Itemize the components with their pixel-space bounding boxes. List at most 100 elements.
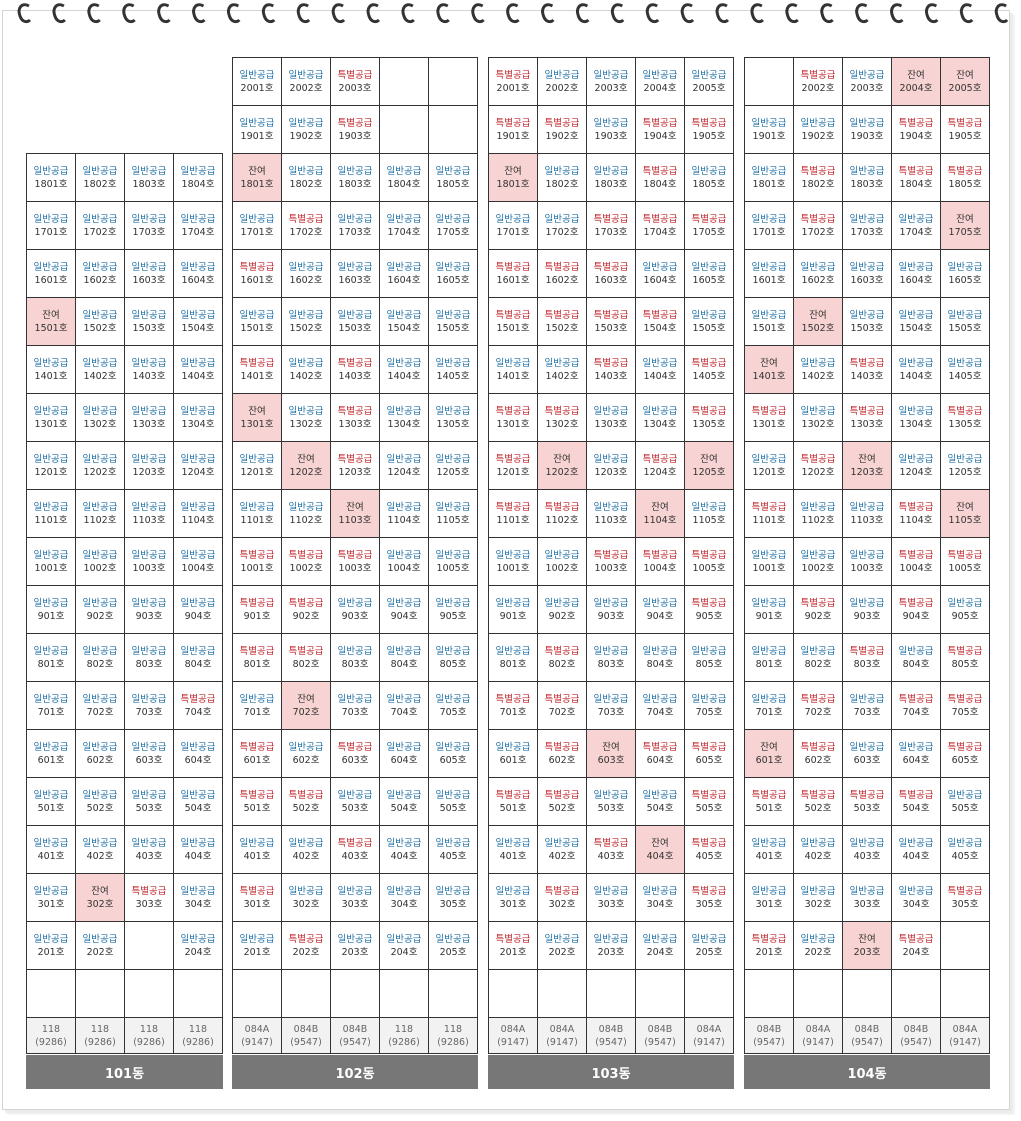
supply-type: 일반공급 <box>386 357 422 369</box>
unit-number: 204호 <box>390 946 418 958</box>
unit-number: 1802호 <box>801 178 835 190</box>
supply-type: 특별공급 <box>691 213 727 225</box>
unit-number: 502호 <box>86 802 114 814</box>
supply-type: 일반공급 <box>495 837 531 849</box>
unit-number: 503호 <box>597 802 625 814</box>
unit-cell: 일반공급 1405호 <box>428 345 478 394</box>
supply-type: 일반공급 <box>642 789 678 801</box>
supply-type: 특별공급 <box>239 357 275 369</box>
unit-cell: 일반공급 404호 <box>173 825 223 874</box>
unit-cell: 일반공급 1103호 <box>842 489 892 538</box>
unit-cell: 일반공급 1601호 <box>26 249 76 298</box>
unit-cell: 특별공급 1804호 <box>891 153 941 202</box>
unit-number: 504호 <box>902 802 930 814</box>
unit-number: 1303호 <box>850 418 884 430</box>
unit-cell: 일반공급 701호 <box>26 681 76 730</box>
supply-type: 일반공급 <box>898 213 934 225</box>
empty-cell <box>684 969 734 1018</box>
supply-type: 일반공급 <box>180 501 216 513</box>
supply-type: 특별공급 <box>544 261 580 273</box>
unit-number: 1402호 <box>289 370 323 382</box>
unit-cell: 일반공급 1701호 <box>26 201 76 250</box>
unit-number: 603호 <box>597 754 625 766</box>
supply-type: 일반공급 <box>180 165 216 177</box>
unit-number: 1905호 <box>692 130 726 142</box>
unit-cell: 일반공급 1004호 <box>173 537 223 586</box>
unit-cell: 일반공급 203호 <box>330 921 380 970</box>
unit-number: 1304호 <box>899 418 933 430</box>
supply-type: 일반공급 <box>337 213 373 225</box>
supply-type: 일반공급 <box>239 693 275 705</box>
type-size: 084B <box>647 1023 673 1035</box>
unit-number: 501호 <box>755 802 783 814</box>
unit-number: 1302호 <box>83 418 117 430</box>
unit-cell: 잔여 1301호 <box>232 393 282 442</box>
unit-number: 303호 <box>341 898 369 910</box>
unit-cell: 특별공급 1303호 <box>842 393 892 442</box>
unit-number: 601호 <box>755 754 783 766</box>
unit-cell: 일반공급 1104호 <box>379 489 429 538</box>
unit-number: 902호 <box>86 610 114 622</box>
unit-number: 1902호 <box>801 130 835 142</box>
unit-cell: 일반공급 903호 <box>586 585 636 634</box>
supply-type: 일반공급 <box>82 597 118 609</box>
unit-number: 1105호 <box>436 514 470 526</box>
unit-number: 1704호 <box>643 226 677 238</box>
unit-number: 202호 <box>292 946 320 958</box>
unit-cell: 특별공급 1003호 <box>330 537 380 586</box>
unit-number: 1103호 <box>850 514 884 526</box>
unit-cell: 특별공급 605호 <box>940 729 990 778</box>
unit-number: 603호 <box>341 754 369 766</box>
supply-type: 일반공급 <box>239 69 275 81</box>
unit-number: 704호 <box>390 706 418 718</box>
unit-cell <box>379 57 429 106</box>
ring <box>959 3 974 24</box>
unit-number: 504호 <box>390 802 418 814</box>
supply-type: 특별공급 <box>495 789 531 801</box>
supply-type: 일반공급 <box>288 885 324 897</box>
unit-number: 1204호 <box>387 466 421 478</box>
unit-cell: 잔여 302호 <box>75 873 125 922</box>
unit-cell: 특별공급 1005호 <box>684 537 734 586</box>
unit-cell: 일반공급 903호 <box>842 585 892 634</box>
unit-number: 1304호 <box>181 418 215 430</box>
ring <box>750 3 764 24</box>
supply-type: 일반공급 <box>593 933 629 945</box>
unit-cell: 특별공급 1302호 <box>537 393 587 442</box>
unit-cell: 일반공급 705호 <box>684 681 734 730</box>
unit-cell: 일반공급 702호 <box>75 681 125 730</box>
unit-number: 1602호 <box>289 274 323 286</box>
unit-cell: 일반공급 302호 <box>793 873 843 922</box>
unit-cell: 특별공급 1903호 <box>330 105 380 154</box>
unit-type: 118 (9286) <box>75 1017 125 1054</box>
unit-number: 1702호 <box>83 226 117 238</box>
unit-cell: 일반공급 603호 <box>842 729 892 778</box>
empty-cell <box>281 969 331 1018</box>
supply-type: 일반공급 <box>82 741 118 753</box>
unit-number: 1302호 <box>289 418 323 430</box>
unit-number: 1805호 <box>692 178 726 190</box>
unit-number: 803호 <box>135 658 163 670</box>
supply-type: 일반공급 <box>642 597 678 609</box>
unit-number: 802호 <box>548 658 576 670</box>
unit-number: 1504호 <box>181 322 215 334</box>
supply-type: 일반공급 <box>751 597 787 609</box>
supply-type: 특별공급 <box>898 597 934 609</box>
unit-cell: 일반공급 1502호 <box>75 297 125 346</box>
supply-type: 일반공급 <box>239 309 275 321</box>
supply-type: 일반공급 <box>751 549 787 561</box>
supply-type: 특별공급 <box>337 357 373 369</box>
empty-cell <box>842 969 892 1018</box>
unit-number: 1104호 <box>181 514 215 526</box>
unit-cell: 특별공급 1802호 <box>793 153 843 202</box>
supply-type: 특별공급 <box>642 549 678 561</box>
supply-type: 일반공급 <box>337 261 373 273</box>
supply-type: 특별공급 <box>495 405 531 417</box>
unit-number: 503호 <box>853 802 881 814</box>
unit-cell: 특별공급 1705호 <box>684 201 734 250</box>
unit-number: 304호 <box>390 898 418 910</box>
supply-type: 일반공급 <box>947 789 983 801</box>
unit-number: 305호 <box>439 898 467 910</box>
unit-cell: 일반공급 804호 <box>173 633 223 682</box>
unit-cell: 일반공급 404호 <box>891 825 941 874</box>
